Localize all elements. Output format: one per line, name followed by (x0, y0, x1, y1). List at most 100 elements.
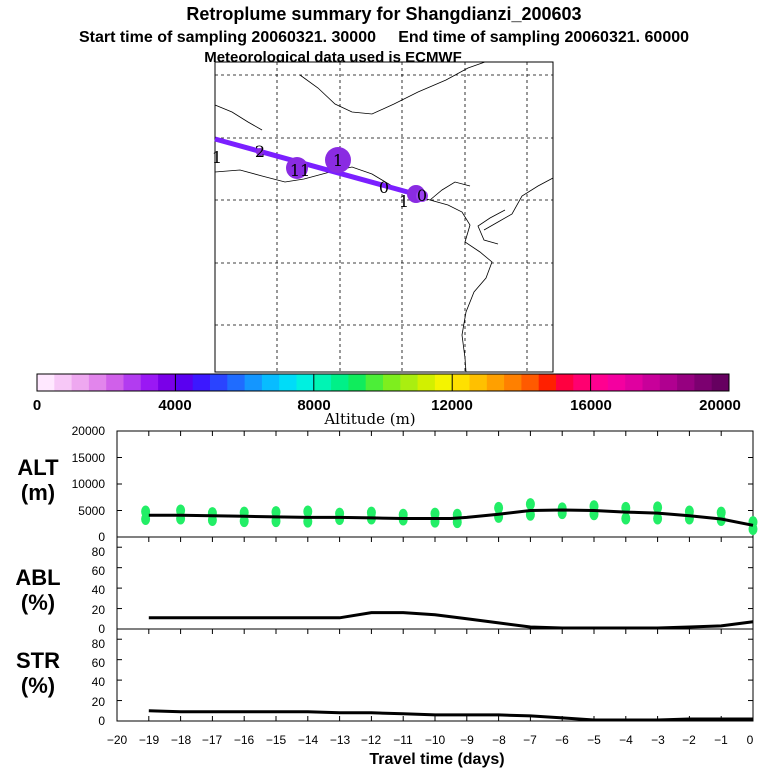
str-panel-label: STR (16, 648, 60, 673)
map-label: 1 (333, 151, 343, 170)
altitude-scatter-point (653, 501, 663, 514)
abl-y-tick-label: 80 (92, 545, 106, 559)
colorbar-cell (677, 374, 695, 391)
colorbar-cell (348, 374, 367, 391)
x-tick-label: −3 (651, 733, 665, 747)
x-tick-label: −19 (139, 733, 160, 747)
altitude-scatter-point (748, 516, 758, 529)
colorbar-cell (158, 374, 176, 391)
alt-y-tick-label: 15000 (72, 451, 106, 465)
altitude-scatter-point (141, 505, 151, 518)
x-tick-label: −18 (171, 733, 192, 747)
alt-series-line (148, 508, 754, 527)
colorbar-cell (573, 374, 592, 391)
x-tick-label: −15 (266, 733, 287, 747)
colorbar-cell (88, 374, 107, 391)
alt-y-tick-label: 20000 (72, 424, 106, 438)
cluster-marker (325, 147, 351, 173)
colorbar-tick-label: 8000 (297, 397, 330, 414)
alt-panel-label: ALT (17, 455, 59, 480)
colorbar-cells (37, 374, 730, 391)
colorbar-cell (123, 374, 142, 391)
colorbar-cell (625, 374, 643, 391)
altitude-scatter-point (176, 504, 186, 517)
altitude-scatter-point (430, 507, 440, 520)
str-y-tick-label: 0 (98, 714, 105, 728)
chart-title: Retroplume summary for Shangdianzi_20060… (186, 4, 581, 24)
cluster-marker (286, 157, 308, 179)
colorbar-tick-label: 0 (33, 397, 41, 414)
abl-series-line (148, 611, 754, 630)
str-plot-frame (116, 628, 754, 722)
trajectory-clusters (256, 147, 428, 203)
colorbar-cell (71, 374, 90, 391)
map-label: 11 (290, 161, 310, 180)
colorbar-cell (279, 374, 297, 391)
str-series-line (148, 709, 753, 722)
colorbar-cell (521, 374, 540, 391)
colorbar-cell (538, 374, 557, 391)
colorbar-cell (590, 374, 609, 391)
x-tick-label: 0 (747, 733, 754, 747)
altitude-scatter-point (271, 506, 281, 519)
colorbar-dividers (174, 374, 592, 391)
abl-y-tick-label: 0 (98, 622, 105, 636)
colorbar-cell (244, 374, 263, 391)
cluster-marker (256, 148, 264, 156)
map-label: 0 (379, 178, 389, 197)
str-y-tick-label: 60 (92, 656, 106, 670)
map-label: 0 (417, 186, 427, 205)
altitude-scatter-point (303, 505, 313, 518)
x-tick-label: −2 (682, 733, 696, 747)
abl-y-tick-label: 20 (92, 603, 106, 617)
cluster-marker (416, 190, 428, 202)
altitude-scatter-point (621, 512, 631, 525)
colorbar-cell (331, 374, 349, 391)
x-tick-label: −14 (298, 733, 319, 747)
alt-y-tick-label: 0 (98, 530, 105, 544)
x-tick-label: −6 (555, 733, 569, 747)
x-tick-label: −9 (460, 733, 474, 747)
abl-panel-label: ABL (15, 565, 60, 590)
x-tick-label: −8 (492, 733, 506, 747)
abl-y-tick-label: 40 (92, 583, 106, 597)
sampling-times: Start time of sampling 20060321. 30000 E… (79, 29, 689, 46)
x-tick-label: −1 (714, 733, 728, 747)
map-label: 1 (212, 148, 222, 167)
altitude-scatter-point (207, 507, 217, 520)
altitude-scatter-point (525, 498, 535, 511)
colorbar-cell (417, 374, 436, 391)
colorbar-tick-label: 4000 (158, 397, 191, 414)
trajectory-line (214, 136, 423, 199)
x-tick-label: −16 (234, 733, 255, 747)
colorbar-cell (365, 374, 384, 391)
str-y-tick-label: 40 (92, 675, 106, 689)
plot-marks (116, 430, 758, 722)
colorbar-cell (452, 374, 470, 391)
altitude-scatter-point (239, 515, 249, 528)
alt-panel-unit: (m) (21, 480, 55, 505)
alt-y-tick-label: 10000 (72, 477, 106, 491)
altitude-scatter-point (366, 506, 376, 519)
colorbar-tick-label: 16000 (570, 397, 612, 414)
x-tick-label: −4 (619, 733, 633, 747)
str-y-tick-label: 80 (92, 637, 106, 651)
altitude-colorbar: 0 4000 8000 12000 16000 20000 Altitude (… (33, 373, 741, 428)
colorbar-cell (192, 374, 211, 391)
x-tick-label: −11 (393, 733, 413, 747)
colorbar-cell (140, 374, 159, 391)
map-panel: 1 2 11 1 0 1 0 (212, 61, 554, 373)
colorbar-cell (296, 374, 315, 391)
colorbar-cell (434, 374, 453, 391)
colorbar-cell (261, 374, 280, 391)
x-tick-label: −20 (107, 733, 128, 747)
altitude-scatter-point (557, 502, 567, 515)
colorbar-cell (37, 374, 55, 391)
colorbar-cell (175, 374, 194, 391)
colorbar-cell (54, 374, 73, 391)
colorbar-cell (556, 374, 574, 391)
altitude-scatter-point (716, 506, 726, 519)
colorbar-cell (694, 374, 713, 391)
x-tick-label: −10 (425, 733, 446, 747)
